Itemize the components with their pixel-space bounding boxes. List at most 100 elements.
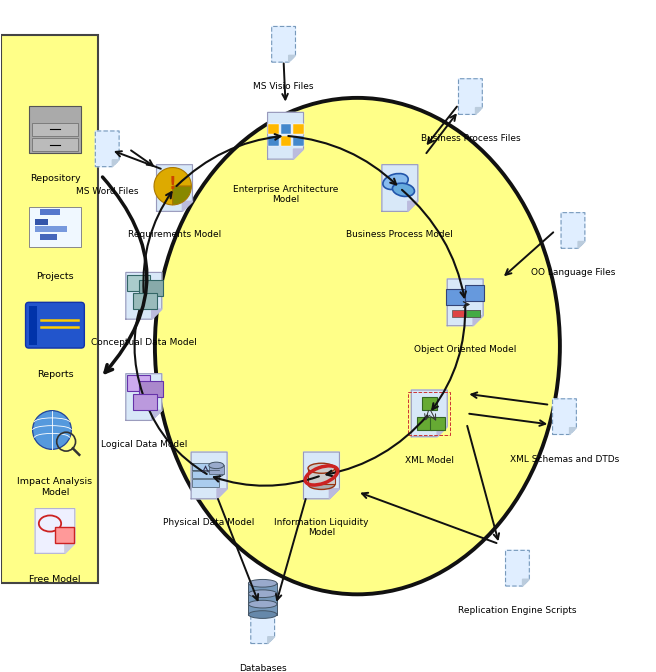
FancyBboxPatch shape [209, 466, 224, 474]
Polygon shape [437, 427, 447, 437]
Polygon shape [447, 279, 483, 326]
Text: XML Schemas and DTDs: XML Schemas and DTDs [510, 454, 619, 464]
FancyBboxPatch shape [35, 219, 47, 224]
Text: Requirements Model: Requirements Model [128, 230, 221, 239]
Polygon shape [268, 112, 304, 159]
Polygon shape [191, 452, 227, 499]
FancyBboxPatch shape [268, 124, 279, 134]
FancyBboxPatch shape [268, 136, 279, 146]
Polygon shape [476, 108, 482, 114]
Polygon shape [523, 579, 529, 586]
FancyBboxPatch shape [281, 136, 291, 146]
FancyBboxPatch shape [466, 310, 480, 317]
FancyBboxPatch shape [308, 468, 335, 485]
Polygon shape [506, 550, 529, 586]
Ellipse shape [249, 600, 277, 608]
FancyBboxPatch shape [1, 34, 98, 583]
Polygon shape [411, 390, 447, 437]
Ellipse shape [209, 462, 224, 468]
Ellipse shape [155, 98, 560, 594]
Circle shape [33, 411, 72, 450]
FancyBboxPatch shape [293, 136, 304, 146]
Text: Business Process Model: Business Process Model [346, 230, 453, 239]
FancyBboxPatch shape [417, 417, 432, 429]
FancyBboxPatch shape [281, 124, 291, 134]
Polygon shape [382, 165, 418, 212]
Polygon shape [561, 212, 585, 249]
FancyBboxPatch shape [32, 123, 78, 136]
Ellipse shape [392, 183, 415, 196]
FancyBboxPatch shape [465, 284, 484, 300]
Polygon shape [126, 272, 162, 319]
Text: MS Visio Files: MS Visio Files [253, 82, 314, 91]
Polygon shape [289, 55, 295, 62]
FancyBboxPatch shape [192, 479, 219, 487]
FancyBboxPatch shape [127, 375, 150, 391]
Text: Impact Analysis
Model: Impact Analysis Model [18, 477, 92, 497]
Text: Logical Data Model: Logical Data Model [100, 439, 187, 448]
Ellipse shape [383, 173, 408, 190]
Text: Replication Engine Scripts: Replication Engine Scripts [458, 606, 577, 615]
Wedge shape [154, 167, 192, 205]
Polygon shape [473, 316, 483, 326]
Ellipse shape [308, 479, 335, 489]
FancyBboxPatch shape [40, 209, 60, 215]
FancyBboxPatch shape [35, 226, 68, 232]
FancyBboxPatch shape [192, 463, 219, 470]
Polygon shape [408, 202, 418, 212]
Polygon shape [304, 452, 339, 499]
Polygon shape [268, 636, 275, 644]
Polygon shape [182, 202, 192, 212]
Polygon shape [578, 241, 585, 249]
FancyBboxPatch shape [249, 604, 277, 615]
FancyBboxPatch shape [139, 381, 163, 397]
FancyBboxPatch shape [293, 124, 304, 134]
Polygon shape [152, 411, 162, 421]
Text: Databases: Databases [239, 663, 287, 672]
Polygon shape [251, 608, 275, 644]
FancyBboxPatch shape [268, 124, 279, 134]
Ellipse shape [209, 470, 224, 477]
Text: Repository: Repository [30, 173, 80, 183]
Ellipse shape [249, 611, 277, 618]
Text: Business Process Files: Business Process Files [420, 134, 520, 143]
FancyBboxPatch shape [29, 207, 81, 247]
Text: Object Oriented Model: Object Oriented Model [414, 345, 516, 353]
Polygon shape [459, 79, 482, 114]
FancyBboxPatch shape [32, 138, 78, 151]
FancyBboxPatch shape [40, 234, 58, 240]
Text: !: ! [169, 175, 176, 193]
Wedge shape [173, 186, 192, 205]
Polygon shape [293, 149, 304, 159]
Ellipse shape [249, 579, 277, 587]
Polygon shape [569, 427, 577, 435]
Polygon shape [552, 398, 577, 435]
Text: Reports: Reports [37, 370, 73, 378]
FancyBboxPatch shape [446, 289, 465, 305]
FancyBboxPatch shape [430, 417, 445, 429]
FancyBboxPatch shape [29, 306, 37, 345]
FancyBboxPatch shape [29, 106, 81, 153]
Polygon shape [112, 160, 119, 167]
FancyBboxPatch shape [192, 471, 219, 478]
FancyBboxPatch shape [249, 583, 277, 593]
Polygon shape [65, 544, 75, 553]
Text: Projects: Projects [36, 271, 73, 281]
Ellipse shape [308, 463, 335, 473]
FancyBboxPatch shape [451, 310, 480, 317]
FancyBboxPatch shape [293, 124, 304, 134]
Text: Conceptual Data Model: Conceptual Data Model [91, 338, 197, 347]
FancyBboxPatch shape [55, 527, 73, 544]
FancyBboxPatch shape [139, 280, 163, 296]
Polygon shape [157, 165, 192, 212]
FancyBboxPatch shape [133, 293, 157, 309]
Text: MS Word Files: MS Word Files [76, 187, 138, 196]
FancyBboxPatch shape [249, 593, 277, 604]
FancyBboxPatch shape [422, 397, 437, 410]
Text: Physical Data Model: Physical Data Model [163, 518, 255, 527]
Polygon shape [95, 131, 119, 167]
Polygon shape [329, 489, 339, 499]
Text: XML Model: XML Model [405, 456, 454, 465]
Text: Free Model: Free Model [30, 575, 81, 585]
Polygon shape [152, 309, 162, 319]
